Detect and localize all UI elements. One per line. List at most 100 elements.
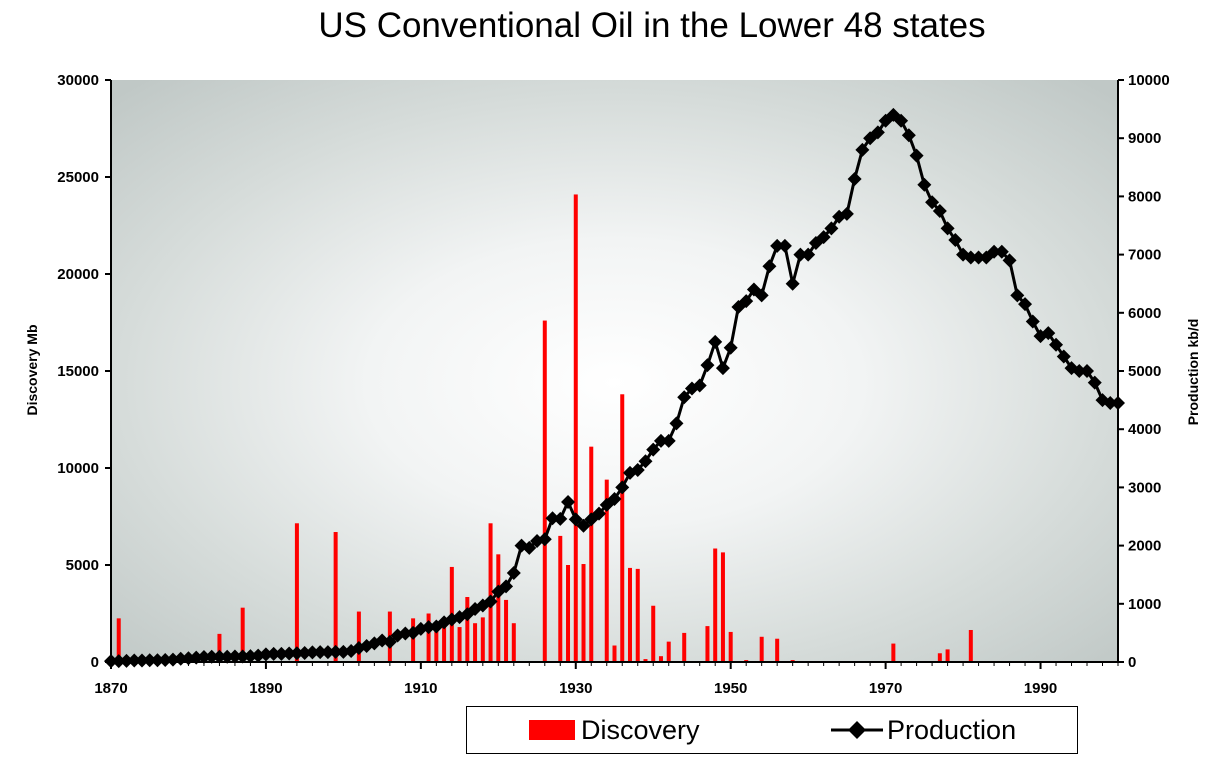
legend-label-discovery: Discovery [581,714,700,745]
discovery-bar [511,623,516,662]
x-tick-label: 1910 [404,680,437,697]
chart-title: US Conventional Oil in the Lower 48 stat… [318,6,986,45]
discovery-bar [116,618,121,662]
production-point [158,652,173,667]
discovery-bar [945,649,950,662]
production-point [754,288,769,303]
production-point [421,620,436,635]
production-point [963,250,978,265]
discovery-bar [620,394,625,662]
production-point [932,203,947,218]
y-right-tick-label: 3000 [1128,479,1161,496]
discovery-bar [465,597,470,662]
production-point [258,647,273,662]
production-point [592,506,607,521]
production-point [1049,337,1064,352]
discovery-bar [891,643,896,662]
production-point [708,334,723,349]
production-point [235,649,250,664]
production-point [305,645,320,660]
y-left-tick-label: 0 [91,654,99,671]
production-point [847,171,862,186]
production-point [979,250,994,265]
discovery-bar [488,523,493,662]
production-point [522,540,537,555]
production-point [212,649,227,664]
production-series [104,107,1125,669]
discovery-bar [968,629,973,662]
legend-label-production: Production [887,714,1017,745]
production-point [770,238,785,253]
y-left-tick-label: 10000 [57,460,99,477]
discovery-bar [651,605,656,662]
production-point [839,206,854,221]
production-point [987,244,1002,259]
y-left-tick-label: 5000 [66,557,99,574]
discovery-bar [434,623,439,662]
y-left-tick-label: 25000 [57,169,99,186]
production-point [545,511,560,526]
discovery-bar [356,611,361,662]
production-point [785,276,800,291]
discovery-bar [240,607,245,662]
discovery-bar [720,552,725,662]
production-point [762,259,777,274]
production-point [948,233,963,248]
production-point [793,247,808,262]
y-left-tick-label: 30000 [57,72,99,89]
production-point [382,634,397,649]
x-tick-label: 1870 [94,680,127,697]
production-point [646,442,661,457]
production-point [1080,364,1095,378]
discovery-bar [627,567,632,662]
production-point [909,148,924,163]
production-point [700,358,715,373]
production-point [313,645,328,660]
production-point [553,511,568,526]
production-point [398,626,413,641]
discovery-bar [581,564,586,662]
production-point [715,361,730,376]
production-point [561,494,576,509]
production-point [274,646,289,661]
discovery-bar [480,617,485,662]
discovery-bar [294,523,299,662]
production-point [506,565,521,580]
production-point [901,128,916,143]
discovery-bar [666,641,671,662]
production-point [894,113,909,128]
production-point [119,653,134,668]
x-tick-label: 1970 [869,680,902,697]
discovery-bar [566,565,571,662]
y-right-tick-label: 1000 [1128,596,1161,613]
x-tick-label: 1930 [559,680,592,697]
production-point [630,462,645,477]
discovery-bar [682,632,687,662]
y-right-tick-label: 9000 [1128,130,1161,147]
discovery-bar [775,638,780,662]
production-point [855,142,870,157]
discovery-bar [542,320,547,662]
production-point [925,195,940,210]
production-point [816,230,831,245]
production-point [266,646,281,661]
production-point [739,294,754,309]
production-point [940,221,955,236]
production-point [142,653,157,668]
y-right-tick-label: 6000 [1128,305,1161,322]
production-point [243,649,258,664]
production-point [661,433,676,448]
production-point [227,649,242,664]
production-point [1056,349,1071,364]
production-point [870,125,885,140]
y-right-tick-label: 2000 [1128,538,1161,555]
x-tick-label: 1990 [1024,680,1057,697]
y-axis-left-title: Discovery Mb [24,324,40,415]
production-point [1025,314,1040,329]
production-point [127,653,142,668]
discovery-bar [589,446,594,662]
production-point [576,518,591,533]
production-point [537,532,552,547]
production-point [204,649,219,664]
discovery-bar [705,626,710,662]
